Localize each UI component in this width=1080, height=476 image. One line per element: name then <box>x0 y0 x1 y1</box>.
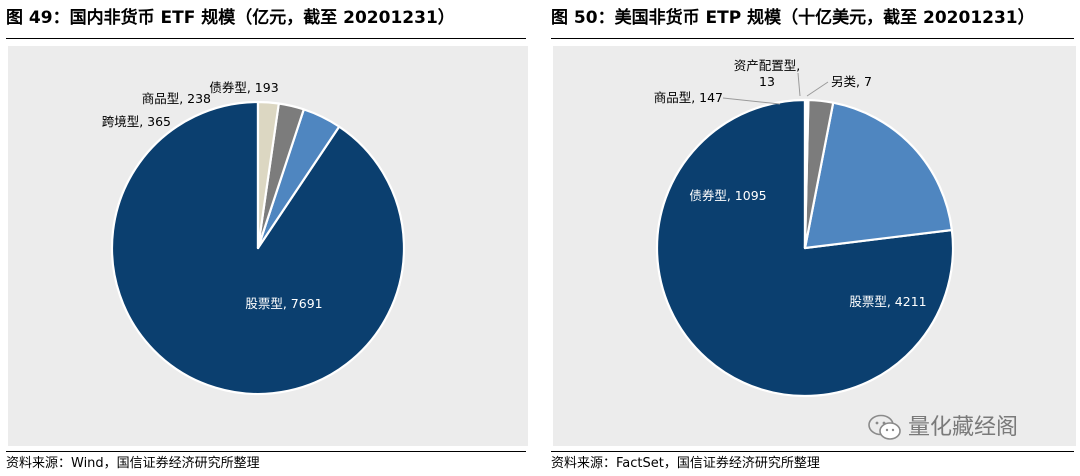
slice-label-2: 跨境型, 365 <box>102 114 171 129</box>
chart-panel-domestic-etf: 图 49：国内非货币 ETF 规模（亿元，截至 20201231） 股票型, 7… <box>0 0 532 476</box>
chart-title: 图 50：美国非货币 ETP 规模（十亿美元，截至 20201231） <box>551 8 1035 28</box>
watermark-text: 量化藏经阁 <box>908 415 1019 440</box>
chart-title: 图 49：国内非货币 ETF 规模（亿元，截至 20201231） <box>6 8 455 28</box>
leader-line-4 <box>797 72 801 97</box>
leader-line-5 <box>806 81 829 97</box>
slice-label-4: 资产配置型, 13 <box>734 58 800 89</box>
pie-chart-us-etp: 股票型, 4211 债券型, 1095 商品型, 147 资产配置型, 13 另类, 7 <box>654 58 955 398</box>
source-note: 资料来源：FactSet，国信证券经济研究所整理 <box>551 451 1074 476</box>
slice-label-1: 股票型, 7691 <box>245 296 322 311</box>
slice-label-3: 商品型, 238 <box>142 91 211 106</box>
slice-label-2: 债券型, 1095 <box>689 188 766 203</box>
leader-line-3 <box>722 97 781 105</box>
plot-area: 股票型, 4211 债券型, 1095 商品型, 147 资产配置型, 13 另类, 7 <box>553 46 1076 446</box>
title-divider <box>551 38 1074 39</box>
slice-label-5: 另类, 7 <box>831 74 872 89</box>
pie-slice-4 <box>256 100 280 250</box>
slice-label-4: 债券型, 193 <box>209 80 278 95</box>
pie-slice-2 <box>803 101 953 250</box>
watermark: 量化藏经阁 <box>868 410 1058 446</box>
plot-area: 股票型, 7691 跨境型, 365 商品型, 238 债券型, 193 <box>8 46 528 446</box>
pie-slice-5 <box>803 98 808 250</box>
source-note: 资料来源：Wind，国信证券经济研究所整理 <box>6 451 526 476</box>
slice-label-3: 商品型, 147 <box>654 90 723 105</box>
title-divider <box>6 38 526 39</box>
chart-panel-us-etp: 图 50：美国非货币 ETP 规模（十亿美元，截至 20201231） 股票型,… <box>545 0 1080 476</box>
wechat-icon <box>868 414 901 440</box>
slice-label-1: 股票型, 4211 <box>849 294 926 309</box>
